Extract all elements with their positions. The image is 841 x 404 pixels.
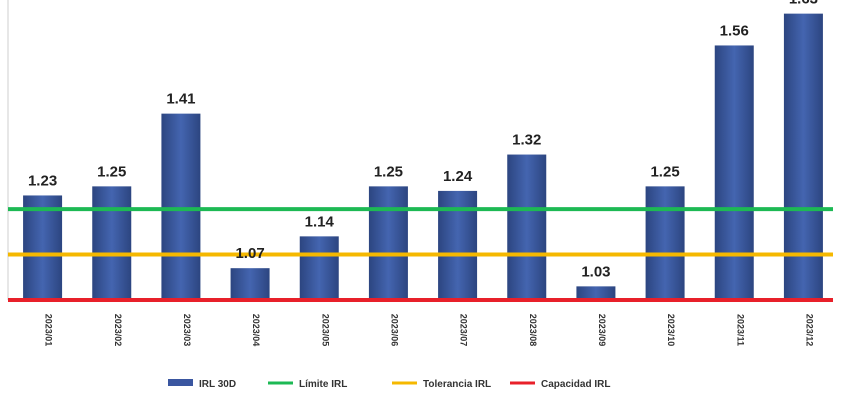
legend-label: Capacidad IRL — [541, 379, 610, 390]
bar-2023-01 — [23, 195, 63, 300]
bar-2023-12 — [783, 13, 823, 301]
data-label: 1.63 — [789, 0, 818, 8]
bar-2023-03 — [161, 113, 201, 301]
x-tick-label: 2023/03 — [182, 314, 192, 347]
x-tick-label: 2023/07 — [459, 314, 469, 347]
legend-swatch — [168, 379, 193, 386]
data-label: 1.32 — [512, 132, 541, 149]
data-label: 1.25 — [374, 163, 403, 180]
x-tick-label: 2023/01 — [44, 314, 54, 347]
x-tick-label: 2023/08 — [528, 314, 538, 347]
data-label: 1.56 — [720, 22, 749, 39]
x-tick-label: 2023/10 — [666, 314, 676, 347]
data-label: 1.25 — [97, 163, 126, 180]
legend-label: Límite IRL — [299, 379, 347, 390]
legend-label: IRL 30D — [199, 379, 236, 390]
data-label: 1.23 — [28, 172, 57, 189]
data-label: 1.41 — [166, 91, 195, 108]
x-tick-label: 2023/09 — [597, 314, 607, 347]
bar-2023-04 — [230, 268, 270, 300]
x-tick-labels-layer: 2023/01 2023/02 2023/03 2023/04 2023/05 2023/… — [44, 314, 815, 347]
data-label: 1.14 — [305, 213, 335, 230]
bars-layer — [23, 13, 823, 301]
data-label: 1.24 — [443, 168, 473, 185]
x-tick-label: 2023/02 — [113, 314, 123, 347]
x-tick-label: 2023/12 — [804, 314, 814, 347]
x-tick-label: 2023/06 — [389, 314, 399, 347]
data-label: 1.07 — [235, 245, 264, 262]
data-label: 1.25 — [650, 163, 679, 180]
legend: IRL 30D Límite IRL Tolerancia IRL Capacidad… — [168, 379, 610, 390]
legend-label: Tolerancia IRL — [423, 379, 491, 390]
x-tick-label: 2023/04 — [251, 314, 261, 347]
bar-2023-10 — [645, 186, 685, 300]
x-tick-label: 2023/11 — [735, 314, 745, 346]
data-labels-layer: 1.23 1.25 1.41 1.07 1.14 1.25 1.24 1.32 1.03 1.25… — [28, 0, 818, 280]
bar-2023-05 — [299, 236, 339, 300]
bar-2023-02 — [92, 186, 132, 300]
reference-lines-layer — [8, 207, 833, 302]
bar-2023-11 — [714, 45, 754, 300]
x-tick-label: 2023/05 — [320, 314, 330, 347]
bar-2023-08 — [507, 154, 547, 300]
bar-2023-06 — [368, 186, 408, 300]
data-label: 1.03 — [581, 263, 610, 280]
bar-2023-09 — [576, 286, 616, 300]
